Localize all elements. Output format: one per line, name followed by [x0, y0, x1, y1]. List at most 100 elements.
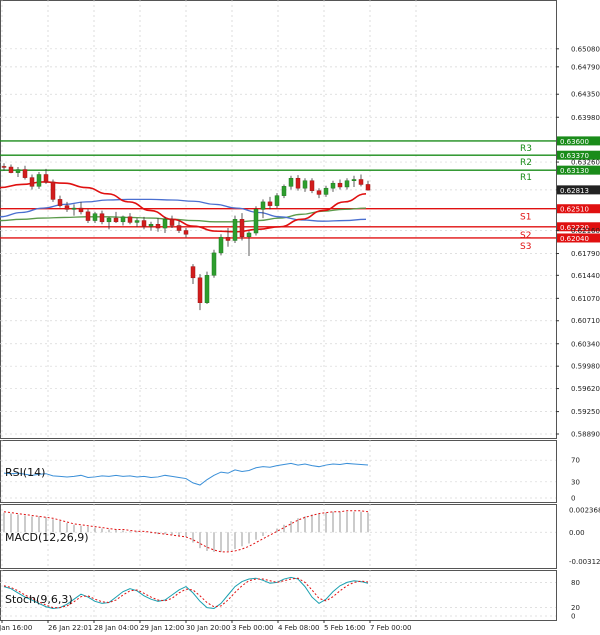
candle-bear — [22, 169, 28, 178]
candle-bull — [134, 220, 140, 223]
candle-bull — [302, 180, 308, 189]
stoch-d-line — [3, 577, 369, 609]
macd-y-tick-label: -0.003127 — [569, 558, 600, 566]
resistance-price-tag-text: 0.63370 — [560, 152, 589, 160]
macd-y-tick-label: 0.002368 — [569, 507, 600, 515]
y-tick-label: 0.64790 — [571, 63, 600, 71]
y-tick-label: 0.58890 — [571, 431, 600, 439]
rsi-label: RSI(14) — [5, 466, 45, 479]
rsi-y-tick-label: 70 — [571, 457, 580, 465]
macd-y-tick-label: 0.00 — [569, 529, 585, 537]
candle-bull — [288, 177, 294, 187]
y-tick-label: 0.59250 — [571, 408, 600, 416]
x-tick-label: 26 Jan 16:00 — [0, 624, 32, 632]
candle-bear — [57, 199, 63, 206]
candle-bear — [43, 174, 49, 183]
candle-bear — [169, 219, 175, 226]
rsi-line — [3, 462, 369, 486]
candle-bull — [246, 232, 252, 237]
candle-bear — [141, 220, 147, 227]
candle-bear — [190, 266, 196, 279]
candle-bull — [281, 186, 287, 196]
y-tick-label: 0.65080 — [571, 45, 600, 53]
x-tick-label: 30 Jan 20:00 — [186, 624, 230, 632]
resistance-price-tag — [557, 136, 600, 146]
ma-red-line — [0, 181, 367, 233]
y-tick-label: 0.61070 — [571, 295, 600, 303]
y-tick-label: 0.61440 — [571, 272, 600, 280]
resistance-label-r2: R2 — [520, 158, 532, 168]
stoch-y-tick-label: 0 — [571, 613, 575, 621]
candle-bull — [162, 219, 168, 229]
current-price-label: 0.62813 — [560, 187, 589, 195]
candle-bull — [71, 207, 77, 210]
resistance-price-tag — [557, 165, 600, 175]
rsi-y-tick-label: 30 — [571, 478, 580, 486]
y-tick-label: 0.59620 — [571, 385, 600, 393]
main-pane-border — [0, 0, 557, 439]
candle-bull — [323, 187, 329, 195]
support-price-tag — [557, 233, 600, 243]
candle-bull — [232, 219, 238, 241]
stoch-label: Stoch(9,6,3) — [5, 593, 73, 606]
rsi-y-tick-label: 0 — [571, 495, 575, 503]
y-tick-label: 0.61790 — [571, 250, 600, 258]
candle-bear — [358, 179, 364, 185]
candle-bull — [92, 213, 98, 221]
x-tick-label: 4 Feb 08:00 — [278, 624, 319, 632]
candle-bear — [337, 182, 343, 188]
x-tick-label: 28 Jan 04:00 — [94, 624, 138, 632]
candle-bull — [253, 209, 259, 234]
support-price-tag-text: 0.62040 — [560, 235, 589, 243]
y-tick-label: 0.60710 — [571, 317, 600, 325]
candle-bear — [29, 177, 35, 187]
candle-bull — [274, 195, 280, 206]
candle-bear — [365, 184, 371, 191]
x-tick-label: 29 Jan 12:00 — [140, 624, 184, 632]
x-tick-label: 5 Feb 16:00 — [324, 624, 365, 632]
candle-bear — [309, 180, 315, 191]
candle-bear — [8, 166, 14, 173]
candle-bear — [127, 216, 133, 223]
support-label-s2: S2 — [520, 231, 531, 241]
support-price-tag — [557, 204, 600, 214]
y-tick-label: 0.64350 — [571, 91, 600, 99]
support-label-s1: S1 — [520, 213, 531, 223]
candle-bear — [113, 217, 119, 223]
resistance-label-r1: R1 — [520, 173, 532, 183]
rsi-pane-border — [0, 440, 557, 503]
current-price-tag — [557, 185, 600, 195]
candle-bear — [295, 177, 301, 189]
resistance-price-tag — [557, 150, 600, 160]
candle-bull — [106, 217, 112, 223]
candle-bull — [15, 169, 21, 173]
support-price-tag-text: 0.62220 — [560, 224, 589, 232]
candle-bear — [50, 181, 56, 200]
x-tick-label: 26 Jan 22:01 — [48, 624, 92, 632]
y-tick-label: 0.63980 — [571, 114, 600, 122]
ma-green-line — [0, 207, 367, 223]
x-tick-label: 3 Feb 00:00 — [232, 624, 273, 632]
y-tick-label: 0.63260 — [571, 159, 600, 167]
stoch-y-tick-label: 20 — [571, 604, 580, 612]
candle-bear — [183, 230, 189, 235]
candle-bear — [176, 225, 182, 231]
candle-bull — [330, 182, 336, 189]
candle-bear — [155, 224, 161, 229]
x-tick-label: 7 Feb 00:00 — [370, 624, 411, 632]
candle-bear — [99, 213, 105, 223]
candle-bear — [1, 166, 7, 168]
macd-signal-line — [3, 510, 369, 553]
candle-bear — [316, 190, 322, 195]
support-price-tag — [557, 222, 600, 232]
candle-bull — [344, 180, 350, 188]
candle-bull — [120, 216, 126, 223]
candle-bear — [239, 219, 245, 237]
y-tick-label: 0.60340 — [571, 340, 600, 348]
support-price-tag-text: 0.62510 — [560, 206, 589, 214]
candle-bull — [351, 179, 357, 181]
candle-bull — [36, 174, 42, 187]
candle-bull — [148, 224, 154, 227]
